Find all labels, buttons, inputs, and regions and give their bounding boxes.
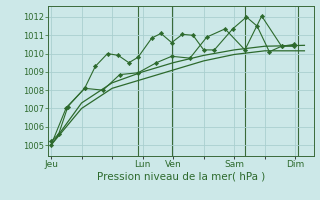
X-axis label: Pression niveau de la mer( hPa ): Pression niveau de la mer( hPa ) bbox=[97, 172, 265, 182]
